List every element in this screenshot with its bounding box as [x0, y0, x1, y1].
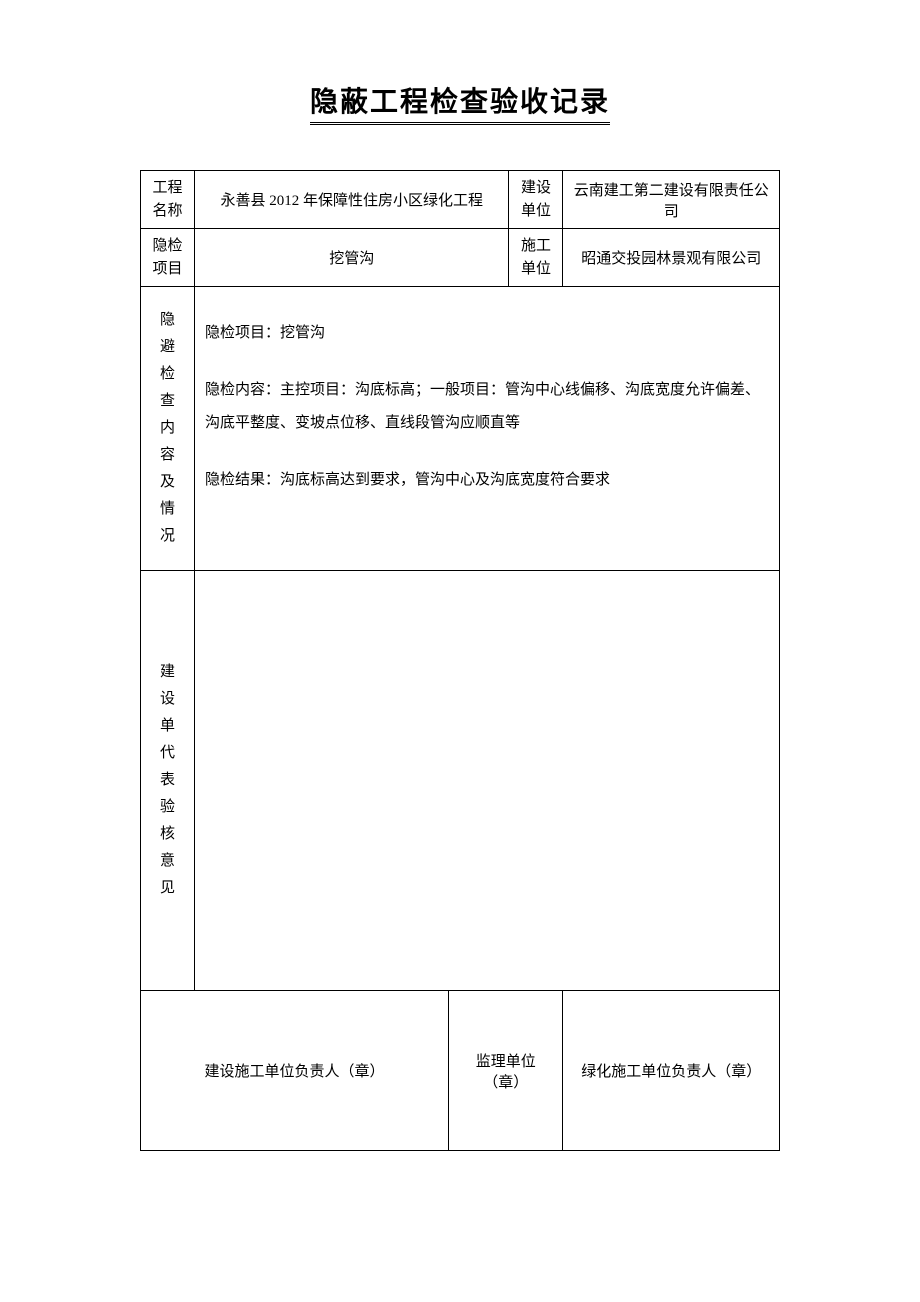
- inspection-content-body: 隐检项目：挖管沟 隐检内容：主控项目：沟底标高；一般项目：管沟中心线偏移、沟底宽…: [195, 287, 780, 571]
- vlabel-char: 意: [149, 848, 186, 875]
- project-name-label: 工程名称: [141, 171, 195, 229]
- signature-supervision: 监理单位（章）: [449, 991, 563, 1151]
- signature-row: 建设施工单位负责人（章） 监理单位（章） 绿化施工单位负责人（章）: [141, 991, 780, 1151]
- vlabel-char: 验: [149, 794, 186, 821]
- title-text: 隐蔽工程检查验收记录: [310, 87, 610, 125]
- opinion-label: 建 设 单 代 表 验 核 意 见: [141, 571, 195, 991]
- page-title: 隐蔽工程检查验收记录: [140, 80, 780, 120]
- vlabel-char: 避: [149, 334, 186, 361]
- builder-unit-label: 施工单位: [509, 229, 563, 287]
- header-row-1: 工程名称 永善县 2012 年保障性住房小区绿化工程 建设单位 云南建工第二建设…: [141, 171, 780, 229]
- inspection-content-label: 隐 避 检 查 内 容 及 情 况: [141, 287, 195, 571]
- vlabel-char: 设: [149, 686, 186, 713]
- construction-unit-label: 建设单位: [509, 171, 563, 229]
- inspection-item-label: 隐检项目: [141, 229, 195, 287]
- signature-greening: 绿化施工单位负责人（章）: [563, 991, 780, 1151]
- inspection-record-table: 工程名称 永善县 2012 年保障性住房小区绿化工程 建设单位 云南建工第二建设…: [140, 170, 780, 1151]
- project-name-value: 永善县 2012 年保障性住房小区绿化工程: [195, 171, 509, 229]
- vlabel-char: 建: [149, 659, 186, 686]
- inspection-line-1: 隐检项目：挖管沟: [205, 317, 769, 350]
- vlabel-char: 及: [149, 469, 186, 496]
- header-row-2: 隐检项目 挖管沟 施工单位 昭通交投园林景观有限公司: [141, 229, 780, 287]
- inspection-line-2: 隐检内容：主控项目：沟底标高；一般项目：管沟中心线偏移、沟底宽度允许偏差、沟底平…: [205, 374, 769, 440]
- inspection-line-3: 隐检结果：沟底标高达到要求，管沟中心及沟底宽度符合要求: [205, 464, 769, 497]
- signature-construction: 建设施工单位负责人（章）: [141, 991, 449, 1151]
- vlabel-char: 代: [149, 740, 186, 767]
- vlabel-char: 核: [149, 821, 186, 848]
- opinion-body: [195, 571, 780, 991]
- vlabel-char: 情: [149, 496, 186, 523]
- builder-unit-value: 昭通交投园林景观有限公司: [563, 229, 780, 287]
- vlabel-char: 检: [149, 361, 186, 388]
- vlabel-char: 查: [149, 388, 186, 415]
- vlabel-char: 单: [149, 713, 186, 740]
- vlabel-char: 况: [149, 523, 186, 550]
- vlabel-char: 表: [149, 767, 186, 794]
- inspection-item-value: 挖管沟: [195, 229, 509, 287]
- inspection-content-row: 隐 避 检 查 内 容 及 情 况 隐检项目：挖管沟 隐检内容：主控项目：沟底标…: [141, 287, 780, 571]
- vlabel-char: 内: [149, 415, 186, 442]
- vlabel-char: 容: [149, 442, 186, 469]
- vlabel-char: 隐: [149, 307, 186, 334]
- construction-unit-value: 云南建工第二建设有限责任公司: [563, 171, 780, 229]
- vlabel-char: 见: [149, 875, 186, 902]
- opinion-row: 建 设 单 代 表 验 核 意 见: [141, 571, 780, 991]
